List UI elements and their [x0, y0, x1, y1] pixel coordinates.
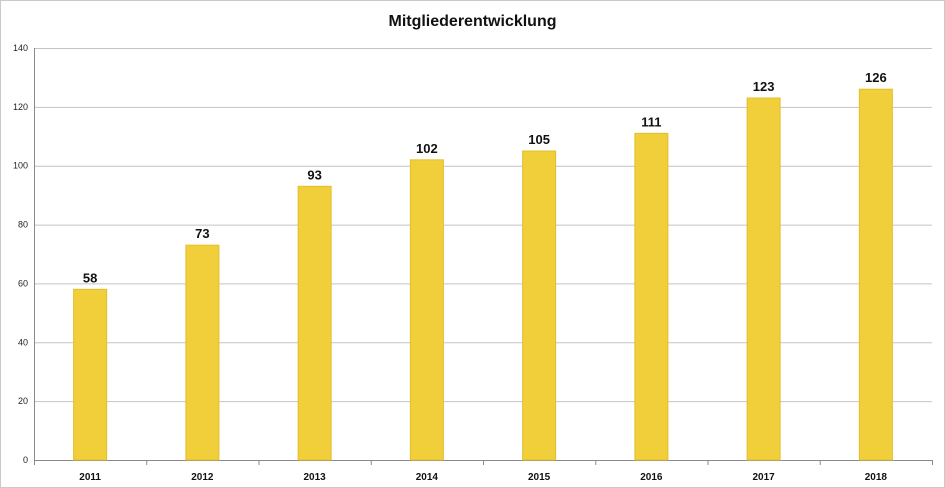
- data-label-2017: 123: [753, 79, 775, 94]
- y-tick-label: 100: [13, 161, 28, 171]
- bar-2013: [297, 185, 332, 461]
- bar-2012: [185, 244, 220, 461]
- grid-layer: [34, 48, 933, 465]
- bar-2011: [73, 288, 108, 461]
- y-tick-label: 40: [18, 337, 28, 347]
- x-tick-label: 2011: [79, 472, 101, 483]
- y-tick-label: 80: [18, 220, 28, 230]
- data-label-2014: 102: [416, 141, 438, 156]
- x-tick-label: 2018: [865, 472, 888, 483]
- y-tick-label: 140: [13, 43, 28, 53]
- bar-2017: [746, 97, 781, 461]
- bar-2016: [634, 132, 669, 461]
- chart-title: Mitgliederentwicklung: [388, 13, 557, 30]
- x-tick-label: 2016: [640, 472, 663, 483]
- bar-2014: [409, 159, 444, 461]
- data-label-2013: 93: [307, 167, 321, 182]
- data-label-2015: 105: [528, 132, 550, 147]
- data-label-2011: 58: [83, 270, 97, 285]
- x-tick-label: 2013: [304, 472, 327, 483]
- bar-layer: [73, 88, 893, 461]
- data-label-2018: 126: [865, 70, 887, 85]
- x-tick-label: 2014: [416, 472, 439, 483]
- x-tick-label: 2012: [191, 472, 214, 483]
- y-tick-label: 60: [18, 278, 28, 288]
- label-layer: 0 20 40 60 80 100 120 140 58 2011 73 2012 93 2013 102 2…: [13, 43, 887, 483]
- y-tick-label: 0: [23, 455, 28, 465]
- x-tick-label: 2017: [753, 472, 776, 483]
- x-tick-label: 2015: [528, 472, 551, 483]
- y-tick-label: 120: [13, 102, 28, 112]
- y-tick-label: 20: [18, 396, 28, 406]
- data-label-2016: 111: [641, 114, 661, 129]
- bar-2015: [522, 150, 557, 461]
- bar-2018: [858, 88, 893, 461]
- data-label-2012: 73: [195, 226, 209, 241]
